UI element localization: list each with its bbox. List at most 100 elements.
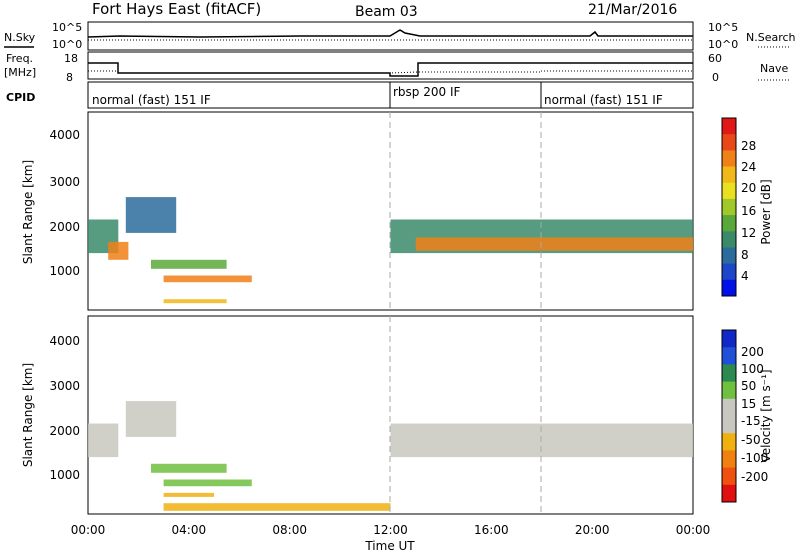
power-colorbar-cell — [722, 247, 736, 265]
power-colorbar-cell — [722, 166, 736, 184]
power-panel: Slant Range [km] 1000 2000 3000 4000 — [21, 111, 694, 311]
beam-title: Beam 03 — [355, 4, 418, 20]
velocity-colorbar-cell — [722, 433, 736, 451]
velocity-colorbar-cells — [722, 330, 736, 503]
velocity-colorbar-label: Velocity [m s⁻¹] — [759, 369, 773, 462]
freq-left-tick-bottom: 8 — [66, 71, 73, 84]
freq-left-tick-top: 18 — [64, 52, 78, 65]
power-ytick-1000: 1000 — [49, 264, 80, 278]
velocity-xtick-label: 04:00 — [172, 523, 207, 537]
power-echo-region — [125, 197, 177, 233]
nave-trace — [88, 70, 693, 74]
velocity-colorbar-cell — [722, 467, 736, 486]
noise-panel: N.Sky 10^5 10^0 10^5 10^0 N.Search — [4, 21, 796, 51]
power-cbar-tick-12: 12 — [741, 226, 756, 240]
power-colorbar-cell — [722, 279, 736, 297]
velocity-panel: Slant Range [km] 1000 2000 3000 4000 00:… — [21, 315, 711, 553]
power-cbar-tick-28: 28 — [741, 139, 756, 153]
power-ytick-3000: 3000 — [49, 175, 80, 189]
power-echo-region — [163, 299, 227, 304]
power-echo-region — [163, 275, 252, 283]
power-colorbar-cell — [722, 182, 736, 200]
velocity-echo-region — [125, 401, 177, 437]
vel-cbar-tick-neg200: -200 — [741, 470, 768, 484]
vel-cbar-tick-100: 100 — [741, 362, 764, 376]
velocity-xtick-label: 00:00 — [71, 523, 106, 537]
power-ylabel: Slant Range [km] — [21, 160, 35, 264]
velocity-ytick-3000: 3000 — [49, 379, 80, 393]
velocity-colorbar: 200 100 50 15 -15 -50 -100 -200 Velocity… — [721, 329, 773, 503]
velocity-colorbar-cell — [722, 381, 736, 400]
freq-right-tick-bottom: 0 — [712, 71, 719, 84]
vel-cbar-tick-50: 50 — [741, 379, 756, 393]
noise-sky-trace — [87, 29, 693, 38]
power-colorbar-frame — [721, 117, 737, 297]
velocity-ylabel: Slant Range [km] — [21, 363, 35, 467]
freq-left-label-1: Freq. — [6, 52, 33, 65]
power-echo-region — [415, 237, 693, 251]
velocity-echo-region — [163, 492, 214, 497]
velocity-xtick-label: 12:00 — [373, 523, 408, 537]
power-colorbar-cell — [722, 215, 736, 232]
velocity-echo-region — [390, 423, 693, 458]
power-colorbar-cell — [722, 150, 736, 168]
vel-cbar-tick-neg100: -100 — [741, 451, 768, 465]
freq-panel-frame — [87, 51, 694, 80]
power-echo-region — [108, 241, 129, 260]
power-cbar-tick-24: 24 — [741, 160, 756, 174]
cpid-segment-3: normal (fast) 151 IF — [544, 93, 663, 107]
velocity-ytick-4000: 4000 — [49, 334, 80, 348]
power-colorbar-cell — [722, 198, 736, 216]
vel-cbar-tick-200: 200 — [741, 345, 764, 359]
vel-cbar-tick-neg15: -15 — [741, 414, 761, 428]
power-colorbar-cell — [722, 118, 736, 135]
power-ytick-4000: 4000 — [49, 128, 80, 142]
freq-right-label: Nave — [760, 62, 788, 75]
power-colorbar-cell — [722, 134, 736, 151]
noise-right-tick-bottom: 10^0 — [708, 38, 738, 51]
velocity-colorbar-cell — [722, 330, 736, 348]
velocity-colorbar-cell — [722, 364, 736, 383]
velocity-echo-region — [163, 479, 252, 487]
freq-panel: Freq. [MHz] 18 8 60 0 Nave — [4, 51, 790, 84]
cpid-segment-2: rbsp 200 IF — [393, 85, 460, 99]
velocity-colorbar-cell — [722, 416, 736, 434]
vel-cbar-tick-neg50: -50 — [741, 433, 761, 447]
cpid-panel: CPID normal (fast) 151 IF rbsp 200 IF no… — [6, 81, 694, 109]
freq-trace — [88, 62, 693, 77]
power-colorbar-cells — [722, 118, 736, 297]
cpid-label: CPID — [6, 91, 35, 104]
velocity-xtick-label: 20:00 — [575, 523, 610, 537]
velocity-echo-region — [88, 423, 119, 458]
vel-cbar-tick-15: 15 — [741, 397, 756, 411]
velocity-ytick-1000: 1000 — [49, 468, 80, 482]
station-title: Fort Hays East (fitACF) — [92, 0, 261, 18]
velocity-ytick-2000: 2000 — [49, 424, 80, 438]
power-colorbar-cell — [722, 231, 736, 248]
power-colorbar-cell — [722, 263, 736, 281]
velocity-xticks: 00:00 04:00 08:00 12:00 16:00 20:00 00:00 — [71, 523, 711, 537]
power-echo-region — [151, 259, 227, 269]
power-marks — [88, 197, 693, 304]
power-cbar-tick-20: 20 — [741, 181, 756, 195]
velocity-xlabel: Time UT — [364, 539, 415, 553]
velocity-colorbar-frame — [721, 329, 737, 503]
noise-left-tick-bottom: 10^0 — [52, 38, 82, 51]
velocity-echo-region — [151, 463, 227, 473]
velocity-echo-region — [163, 503, 391, 511]
power-colorbar-label: Power [dB] — [759, 179, 773, 244]
power-cbar-tick-4: 4 — [741, 269, 749, 283]
cpid-segment-1: normal (fast) 151 IF — [92, 93, 211, 107]
velocity-colorbar-cell — [722, 484, 736, 503]
freq-right-tick-top: 60 — [708, 52, 722, 65]
power-cbar-tick-8: 8 — [741, 248, 749, 262]
power-cbar-tick-16: 16 — [741, 204, 756, 218]
velocity-xtick-label: 00:00 — [676, 523, 711, 537]
velocity-colorbar-cell — [722, 398, 736, 417]
velocity-colorbar-cell — [722, 347, 736, 365]
noise-left-label: N.Sky — [4, 31, 36, 44]
date-title: 21/Mar/2016 — [588, 2, 677, 18]
noise-right-tick-top: 10^5 — [708, 21, 738, 34]
